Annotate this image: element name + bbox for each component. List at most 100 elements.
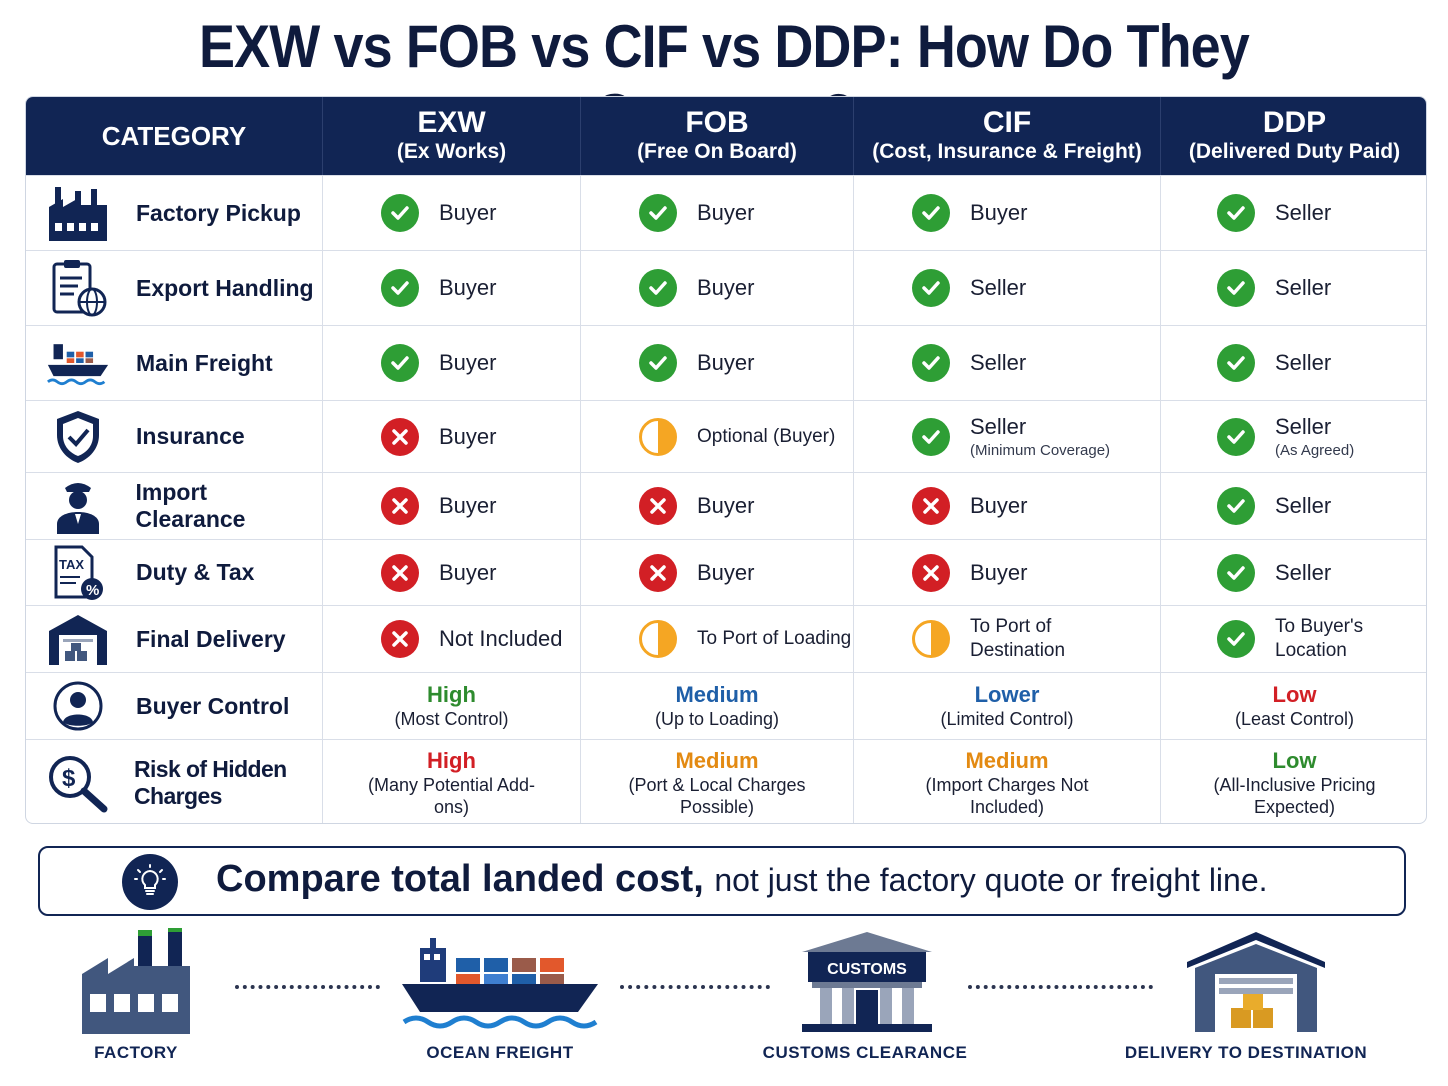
- rating-note: (All-Inclusive Pricing Expected): [1213, 774, 1376, 817]
- rating-cell: Lower (Limited Control): [854, 673, 1161, 739]
- rating-level: Low: [1272, 747, 1317, 773]
- cross-icon: [912, 487, 950, 525]
- term-cell: Seller (As Agreed): [1161, 401, 1426, 472]
- term-cell: Buyer: [581, 473, 854, 539]
- rating: Medium (Up to Loading): [581, 682, 853, 730]
- check-icon: [1217, 417, 1255, 456]
- cell-value: Seller (Minimum Coverage): [970, 414, 1110, 459]
- cell-main: Buyer: [697, 200, 755, 225]
- rating-level: High: [427, 682, 476, 707]
- clipboard-globe-icon: [46, 256, 110, 320]
- cell-main: Buyer: [697, 493, 755, 518]
- cell-value: Buyer: [970, 200, 1027, 226]
- cell-value: Buyer: [439, 424, 496, 450]
- header-term-code: CIF: [982, 106, 1032, 139]
- cell-value: To Port of Loading: [697, 627, 851, 651]
- flow-label-ocean: OCEAN FREIGHT: [426, 1043, 574, 1062]
- term-cell: Buyer: [323, 326, 581, 400]
- table-row: Insurance Buyer Optional (Buyer) Seller (Min…: [26, 400, 1426, 472]
- flow-label-factory: FACTORY: [94, 1043, 178, 1062]
- rating-level: High: [427, 747, 476, 773]
- svg-text:$: $: [62, 765, 76, 792]
- cell-value: Seller: [1275, 275, 1331, 301]
- check-icon: [912, 194, 950, 232]
- rating-cell: Low (Least Control): [1161, 673, 1426, 739]
- cell-value: Buyer: [439, 493, 496, 519]
- category-label: Export Handling: [136, 274, 314, 301]
- check-icon: [1217, 620, 1255, 658]
- user-circle-icon: [46, 674, 110, 738]
- check-icon: [381, 269, 419, 307]
- shield-check-icon: [46, 405, 110, 469]
- rating-cell: High (Most Control): [323, 673, 581, 739]
- cell-main: Buyer: [970, 200, 1028, 225]
- header-term-code: DDP: [1262, 106, 1327, 139]
- term-cell: Buyer: [323, 251, 581, 325]
- cell-main: Buyer: [439, 275, 497, 300]
- cell-main: To Port of Destination: [970, 616, 1066, 661]
- category-cell: Import Clearance: [26, 473, 323, 539]
- flow-connector: [620, 985, 770, 991]
- category-label: Import Clearance: [135, 479, 246, 532]
- category-label: Final Delivery: [136, 625, 286, 652]
- cell-value: Buyer: [439, 350, 496, 376]
- term-cell: Seller: [854, 251, 1161, 325]
- cross-icon: [381, 620, 419, 658]
- rating-level: Medium: [965, 747, 1049, 773]
- category-label: Factory Pickup: [136, 199, 301, 226]
- cell-main: Seller: [1275, 275, 1332, 300]
- customs-sign: CUSTOMS: [827, 961, 907, 978]
- category-cell: Buyer Control: [26, 673, 323, 739]
- rating: High (Most Control): [323, 682, 580, 730]
- check-icon: [912, 417, 950, 456]
- cell-value: Buyer: [697, 560, 754, 586]
- flow-label-delivery: DELIVERY TO DESTINATION: [1124, 1043, 1368, 1062]
- cargo-ship-icon: [46, 331, 110, 395]
- check-icon: [639, 194, 677, 232]
- check-icon: [1217, 194, 1255, 232]
- term-cell: Buyer: [323, 176, 581, 250]
- partial-icon: [639, 417, 677, 456]
- term-cell: Seller: [1161, 251, 1426, 325]
- rating-note: (Many Potential Add-ons): [367, 774, 536, 817]
- header-ddp: DDP (Delivered Duty Paid): [1161, 97, 1426, 175]
- term-cell: Seller: [1161, 540, 1426, 605]
- flow-label-customs: CUSTOMS CLEARANCE: [762, 1043, 968, 1062]
- cross-icon: [912, 553, 950, 592]
- cell-value: Optional (Buyer): [697, 425, 835, 449]
- table-row: TAX% Duty & Tax Buyer Buyer Buyer Seller: [26, 539, 1426, 605]
- category-label: Buyer Control: [136, 692, 290, 719]
- rating-note: (Import Charges Not Included): [925, 774, 1089, 817]
- term-cell: Buyer: [581, 251, 854, 325]
- header-cif: CIF (Cost, Insurance & Freight): [854, 97, 1161, 175]
- rating: Lower (Limited Control): [854, 682, 1160, 730]
- cross-icon: [381, 553, 419, 592]
- check-icon: [1217, 487, 1255, 525]
- flow-connector: [235, 985, 380, 991]
- cell-value: Seller: [1275, 560, 1331, 586]
- term-cell: Buyer: [323, 401, 581, 472]
- header-term-full: (Cost, Insurance & Freight): [872, 140, 1142, 163]
- rating: High (Many Potential Add-ons): [323, 748, 580, 818]
- check-icon: [639, 269, 677, 307]
- cell-main: Buyer: [697, 559, 755, 585]
- check-icon: [639, 344, 677, 382]
- header-category: CATEGORY: [26, 97, 323, 175]
- svg-text:TAX: TAX: [59, 557, 84, 572]
- rating-cell: Medium (Import Charges Not Included): [854, 740, 1161, 823]
- partial-icon: [912, 620, 950, 658]
- cell-value: Seller: [970, 350, 1026, 376]
- term-cell: Buyer: [581, 176, 854, 250]
- lightbulb-icon: [122, 854, 178, 910]
- cross-icon: [381, 417, 419, 456]
- term-cell: Seller: [1161, 473, 1426, 539]
- term-cell: Buyer: [581, 540, 854, 605]
- partial-icon: [639, 620, 677, 658]
- comparison-table: CATEGORY EXW (Ex Works) FOB (Free On Boa…: [25, 96, 1427, 824]
- cell-main: Buyer: [439, 350, 497, 375]
- cell-main: Optional (Buyer): [697, 425, 836, 447]
- cell-value: Buyer: [697, 200, 754, 226]
- cell-value: Seller: [1275, 493, 1331, 519]
- cell-main: Seller: [970, 414, 1027, 439]
- rating-cell: Medium (Port & Local Charges Possible): [581, 740, 854, 823]
